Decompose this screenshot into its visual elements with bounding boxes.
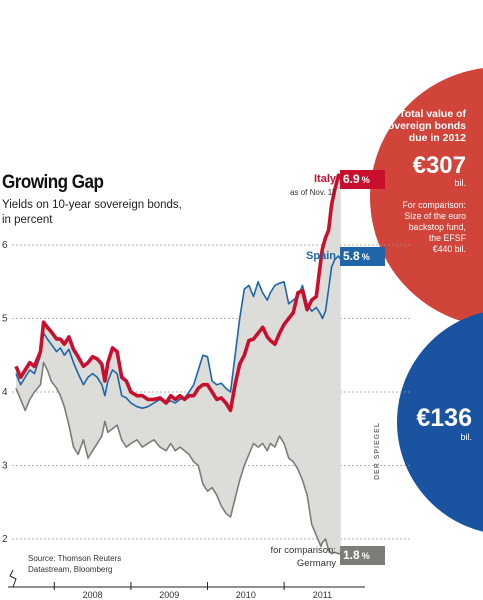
italy-unit: %: [361, 175, 370, 185]
germany-value: 1.8: [343, 548, 360, 562]
red-heading-2: sovereign bonds: [381, 120, 466, 132]
germany-name: Germany: [296, 558, 336, 569]
source-note: Source: Thomson Reuters Datastream, Bloo…: [28, 553, 138, 575]
red-comparison: For comparison: Size of the euro backsto…: [380, 200, 466, 255]
x-tick-label: 2011: [313, 590, 332, 600]
subtitle-line-2: in percent: [2, 214, 53, 226]
spain-value: 5.8: [343, 249, 360, 263]
blue-bubble: [397, 312, 483, 532]
spain-value-badge: 5.8%: [340, 247, 385, 266]
spain-unit: %: [361, 252, 370, 262]
source-line-2: Datastream, Bloomberg: [28, 565, 113, 574]
red-amount: €307: [412, 152, 466, 179]
y-tick-label: 2: [2, 534, 8, 545]
blue-amount: €136: [416, 404, 472, 432]
germany-label: for comparison: Germany: [226, 544, 336, 570]
y-tick-label: 6: [2, 240, 8, 251]
gap-area: [16, 175, 341, 554]
red-heading-3: due in 2012: [408, 132, 466, 144]
germany-unit: %: [361, 551, 370, 561]
red-bubble-info: Total value of sovereign bonds due in 20…: [380, 108, 466, 255]
italy-value-badge: 6.9%: [340, 170, 385, 189]
spain-label: Spain: [306, 250, 336, 262]
page-subtitle: Yields on 10-year sovereign bonds, in pe…: [2, 198, 182, 228]
red-heading-1: Total value of: [399, 108, 466, 120]
italy-label: Italy: [313, 173, 336, 185]
y-tick-label: 5: [2, 314, 8, 325]
x-tick-label: 2009: [159, 590, 179, 600]
red-comp-1: For comparison:: [402, 200, 466, 210]
watermark: DER SPIEGEL: [374, 421, 381, 480]
red-comp-2: Size of the euro: [404, 211, 466, 221]
x-tick-label: 2008: [83, 590, 103, 600]
blue-bubble-info: €136 bil.: [398, 404, 472, 442]
red-unit: bil.: [454, 178, 466, 188]
red-bubble: [370, 68, 483, 326]
y-axis-break-mark: [9, 569, 17, 588]
red-comp-5: €440 bil.: [432, 244, 466, 254]
italy-value: 6.9: [343, 172, 360, 186]
italy-date-note: as of Nov. 11: [290, 188, 336, 197]
germany-comparison-text: for comparison:: [270, 545, 336, 556]
red-comp-4: the EFSF: [428, 233, 466, 243]
italy-series-line: [14, 173, 343, 413]
y-tick-label: 3: [2, 461, 8, 472]
page-title: Growing Gap: [2, 172, 104, 193]
red-comp-3: backstop fund,: [408, 222, 466, 232]
germany-series-line: [15, 361, 341, 555]
germany-value-badge: 1.8%: [340, 546, 385, 565]
blue-unit: bil.: [460, 432, 472, 442]
subtitle-line-1: Yields on 10-year sovereign bonds,: [2, 199, 182, 211]
x-tick-label: 2010: [236, 590, 256, 600]
y-tick-label: 4: [2, 387, 8, 398]
source-line-1: Source: Thomson Reuters: [28, 554, 122, 563]
